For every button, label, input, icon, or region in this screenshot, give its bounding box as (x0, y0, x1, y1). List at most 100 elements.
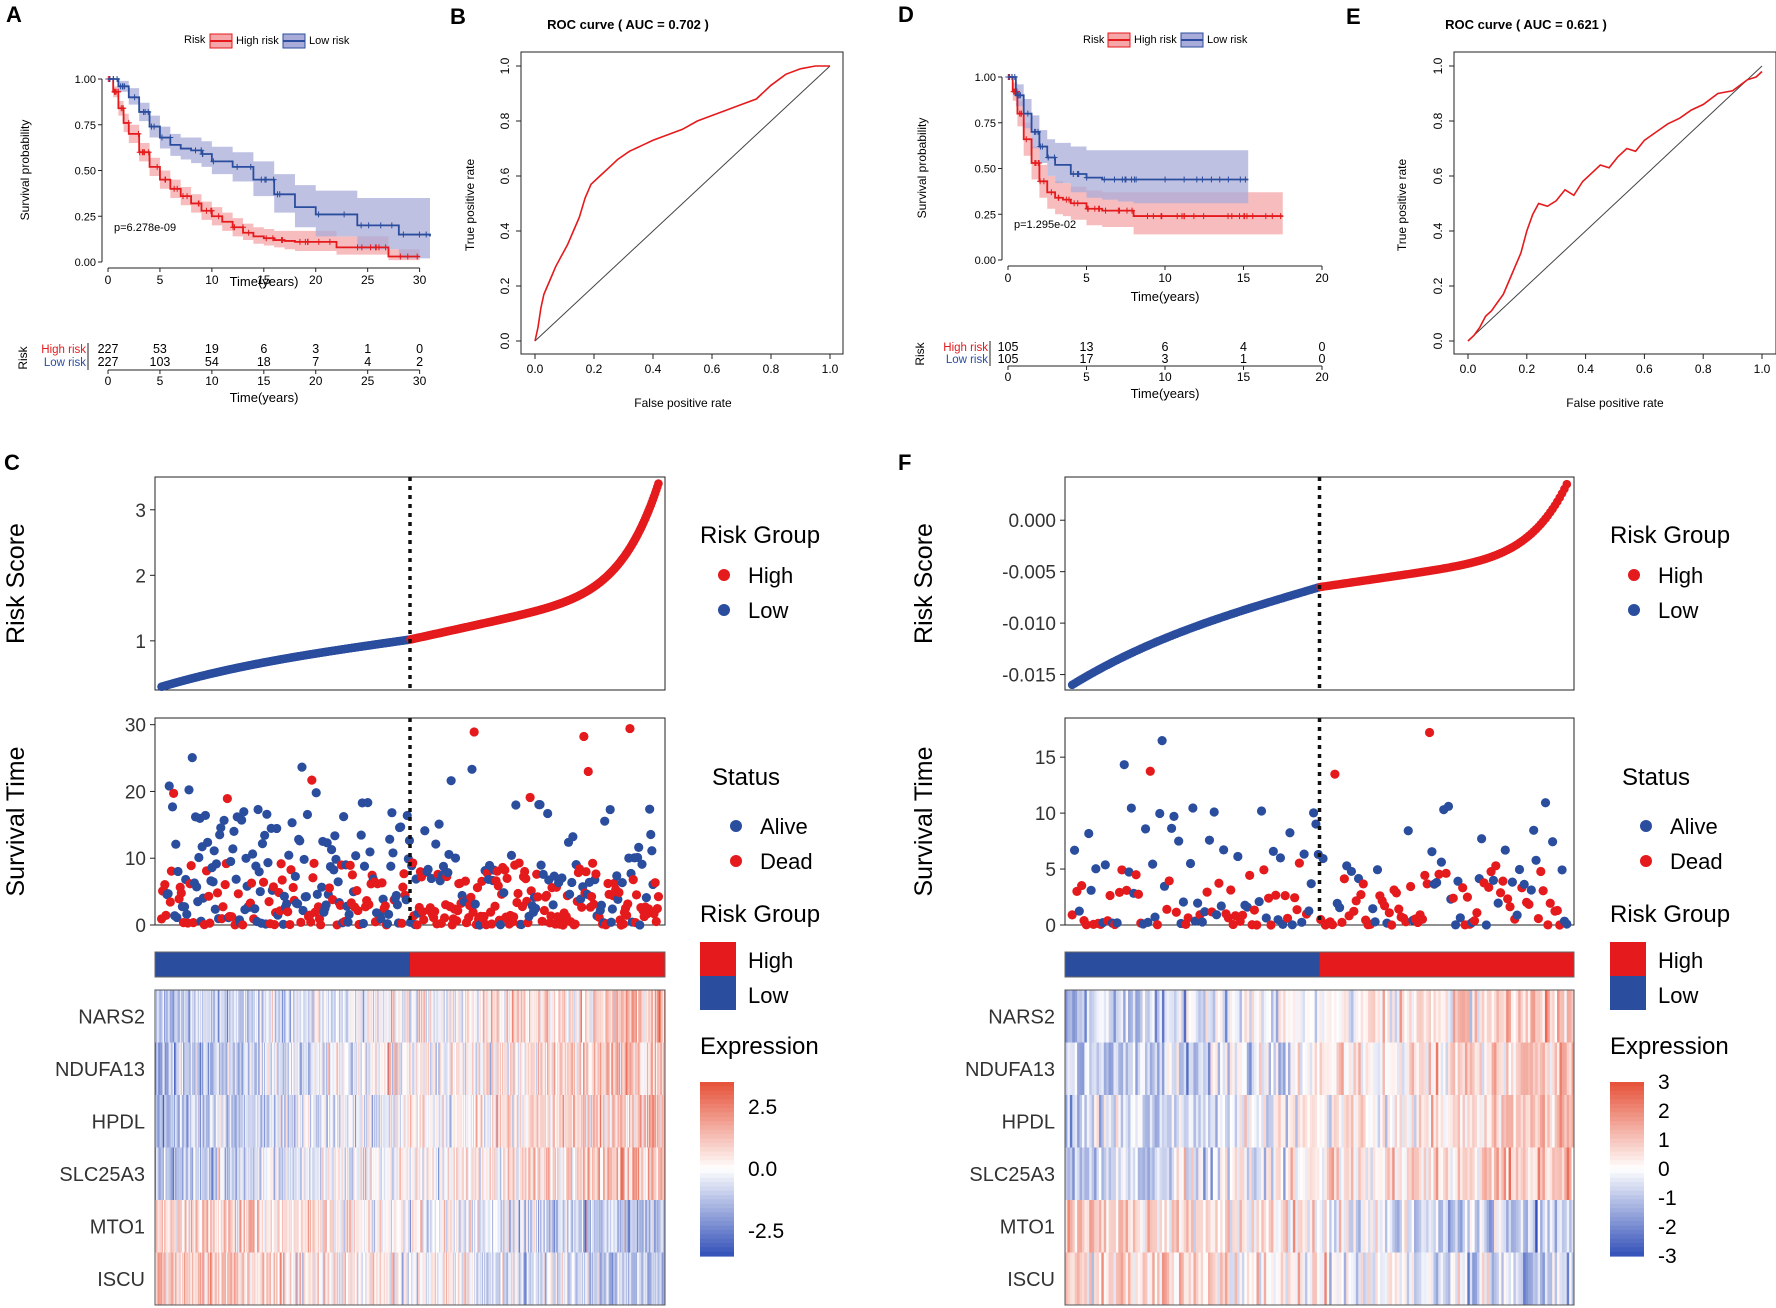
c-heatmap-cell (380, 1042, 383, 1095)
f-heatmap-cell (1307, 990, 1311, 1043)
c-heatmap-cell (621, 1095, 623, 1148)
c-heatmap-cell (216, 990, 219, 1043)
f-heatmap-cell (1271, 990, 1274, 1043)
c-heatmap-cell (497, 1147, 500, 1200)
c-heatmap-cell (649, 1042, 651, 1095)
c-time-point (380, 901, 390, 911)
c-heatmap-cell (494, 990, 496, 1043)
c-heatmap-cell (231, 1200, 233, 1253)
c-heatmap-cell (615, 1095, 618, 1148)
c-heatmap-cell (544, 1147, 547, 1200)
km-a-censor-mark (404, 253, 411, 260)
c-heatmap-cell (374, 1095, 376, 1148)
f-heatmap-cell (1547, 990, 1551, 1043)
f-time-point (1505, 902, 1515, 912)
c-heatmap-cell (158, 1252, 160, 1305)
c-heatmap-cell (556, 1147, 558, 1200)
km-a-x-tick-label: 30 (413, 273, 427, 287)
km-a-censor-mark (423, 231, 430, 238)
c-heatmap-cell (520, 990, 522, 1043)
f-heatmap-cell (1406, 990, 1410, 1043)
c-heatmap-cell (320, 1147, 322, 1200)
c-heatmap-cell (266, 1147, 268, 1200)
f-time-point (1434, 869, 1444, 879)
c-heatmap-cell (226, 1147, 229, 1200)
c-heatmap-cell (239, 990, 241, 1043)
c-heatmap-cell (518, 1200, 521, 1253)
c-heatmap-cell (417, 990, 420, 1043)
c-heatmap-cell (320, 1042, 322, 1095)
c-heatmap-cell (160, 1252, 163, 1305)
c-heatmap-cell (212, 1200, 214, 1253)
c-heatmap-cell (222, 1200, 224, 1253)
c-heatmap-cell (360, 1095, 363, 1148)
c-group-bar-high (410, 952, 665, 977)
c-heatmap-cell (186, 1042, 188, 1095)
c-legend-colorbar-segment (700, 1225, 734, 1231)
c-heatmap-cell (550, 1252, 552, 1305)
c-heatmap-cell (640, 1095, 642, 1148)
f-time-point (1100, 860, 1110, 870)
c-heatmap-cell (398, 1147, 401, 1200)
c-heatmap-cell (322, 990, 324, 1043)
f-heatmap-cell (1208, 990, 1211, 1043)
c-heatmap-cell (611, 1200, 613, 1253)
c-heatmap-cell (366, 1147, 368, 1200)
c-heatmap-cell (351, 1095, 354, 1148)
roc-e-y-tick-label: 0.6 (1431, 167, 1445, 184)
c-time-point (506, 850, 517, 860)
c-heatmap-cell (289, 1147, 292, 1200)
c-heatmap-cell (658, 990, 660, 1043)
c-heatmap-cell (581, 1200, 584, 1253)
c-heatmap-cell (524, 1042, 527, 1095)
c-heatmap-cell (544, 1200, 547, 1253)
f-time-point (1484, 882, 1494, 893)
c-heatmap-cell (652, 1252, 655, 1305)
c-heatmap-cell (479, 1042, 482, 1095)
c-heatmap-cell (198, 1147, 201, 1200)
c-heatmap-cell (551, 1252, 554, 1305)
f-score-point (1562, 479, 1572, 489)
f-time-point (1150, 912, 1160, 922)
f-time-point (1401, 917, 1411, 927)
c-heatmap-cell (424, 1095, 427, 1148)
c-time-point (356, 830, 366, 840)
f-heatmap-cell (1178, 990, 1182, 1043)
c-heatmap-cell (207, 1042, 210, 1095)
c-heatmap-cell (503, 1200, 505, 1253)
c-heatmap-cell (432, 1252, 434, 1305)
panel-letters: A B C D E F (4, 2, 1361, 475)
c-heatmap-cell (158, 990, 160, 1043)
c-heatmap-cell (431, 1147, 433, 1200)
c-heatmap-cell (329, 1200, 331, 1253)
c-heatmap-cell (410, 990, 412, 1043)
c-heatmap-cell (479, 1252, 482, 1305)
c-heatmap-cell (420, 990, 422, 1043)
c-heatmap-cell (485, 1252, 487, 1305)
f-time-point (1266, 920, 1276, 930)
c-heatmap-cell (374, 1147, 376, 1200)
f-heatmap-cell (1542, 990, 1546, 1043)
km-d-pvalue: p=1.295e-02 (1014, 219, 1076, 231)
c-heatmap-cell (630, 1200, 632, 1253)
f-time-point (1287, 920, 1297, 930)
c-heatmap-cell (480, 1252, 483, 1305)
c-heatmap-cell (596, 1147, 598, 1200)
c-heatmap-cell (222, 1095, 224, 1148)
c-heatmap-cell (251, 1095, 254, 1148)
c-heatmap-cell (295, 1042, 297, 1095)
f-time-point (1432, 877, 1442, 888)
c-heatmap-cell (249, 1147, 251, 1200)
c-heatmap-cell (476, 990, 478, 1043)
c-heatmap-cell (176, 1147, 178, 1200)
c-heatmap-cell (553, 1147, 556, 1200)
c-heatmap-cell (412, 1095, 414, 1148)
f-heatmap-cell (1557, 990, 1560, 1043)
c-legend-colorbar-segment (700, 1155, 734, 1161)
c-time-point (420, 826, 430, 836)
c-heatmap-cell (542, 1042, 545, 1095)
c-heatmap-cell (226, 1095, 229, 1148)
c-time-point (633, 852, 643, 863)
km-a-censor-mark (263, 235, 270, 242)
c-heatmap-cell (422, 1252, 424, 1305)
